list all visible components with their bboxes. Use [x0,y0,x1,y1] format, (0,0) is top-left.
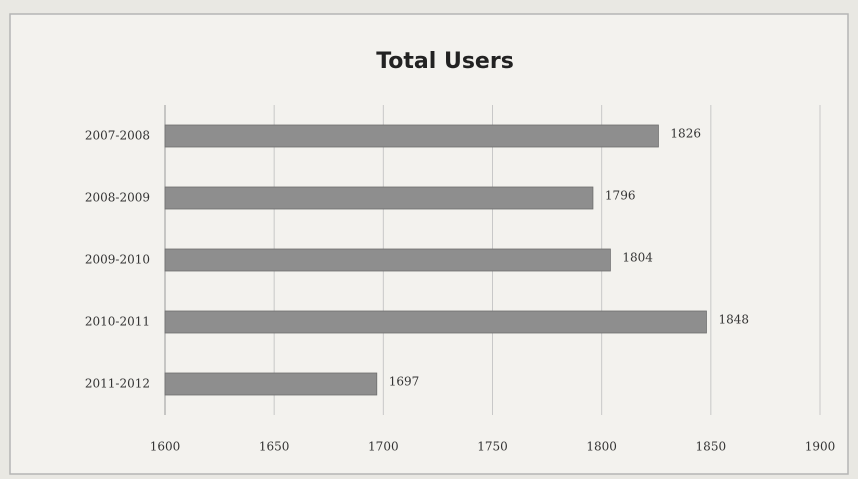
x-tick-label: 1800 [586,440,617,454]
data-label: 1826 [670,127,701,141]
y-tick-label: 2010-2011 [85,315,150,329]
y-tick-label: 2008-2009 [85,191,150,205]
y-tick-label: 2009-2010 [85,253,150,267]
chart-title: Total Users [376,49,514,74]
bar [164,372,378,396]
x-tick-label: 1750 [477,440,508,454]
data-label: 1697 [389,375,420,389]
x-tick-label: 1600 [150,440,181,454]
bar [164,310,707,334]
x-tick-label: 1650 [259,440,290,454]
x-tick-label: 1850 [696,440,727,454]
bar [164,124,659,148]
data-label: 1848 [718,313,749,327]
chart-frame [9,13,849,475]
bar [164,248,611,272]
bar [164,186,594,210]
x-tick-label: 1900 [805,440,836,454]
data-label: 1796 [605,189,636,203]
y-tick-label: 2007-2008 [85,129,150,143]
y-tick-label: 2011-2012 [85,377,150,391]
x-tick-label: 1700 [368,440,399,454]
data-label: 1804 [622,251,653,265]
